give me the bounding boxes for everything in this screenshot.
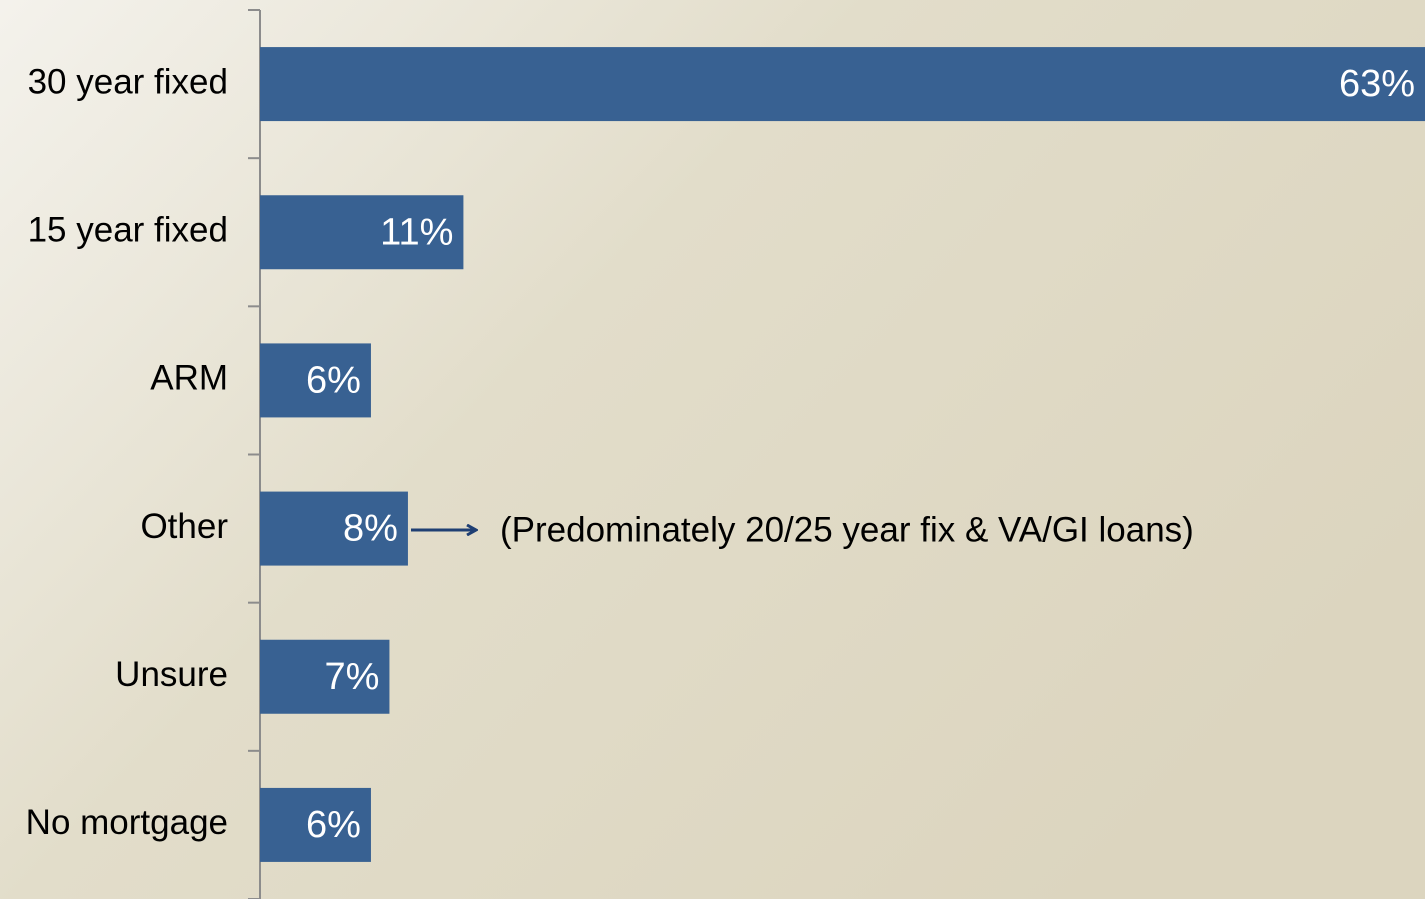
category-label: ARM	[150, 359, 228, 398]
category-label: No mortgage	[26, 803, 228, 842]
bar	[260, 47, 1425, 122]
bar	[260, 491, 408, 566]
value-label: 6%	[306, 359, 361, 401]
annotation: (Predominately 20/25 year fix & VA/GI lo…	[500, 510, 1194, 549]
category-label: Unsure	[115, 655, 228, 694]
bar	[260, 639, 390, 714]
bar	[260, 343, 371, 418]
value-label: 63%	[1339, 63, 1415, 105]
value-label: 8%	[343, 508, 398, 550]
category-label: Other	[140, 507, 228, 546]
value-label: 7%	[325, 656, 380, 698]
category-label: 15 year fixed	[28, 211, 228, 250]
bar	[260, 787, 371, 862]
category-label: 30 year fixed	[28, 62, 228, 101]
bar	[260, 195, 464, 270]
value-label: 11%	[380, 211, 453, 253]
value-label: 6%	[306, 804, 361, 846]
